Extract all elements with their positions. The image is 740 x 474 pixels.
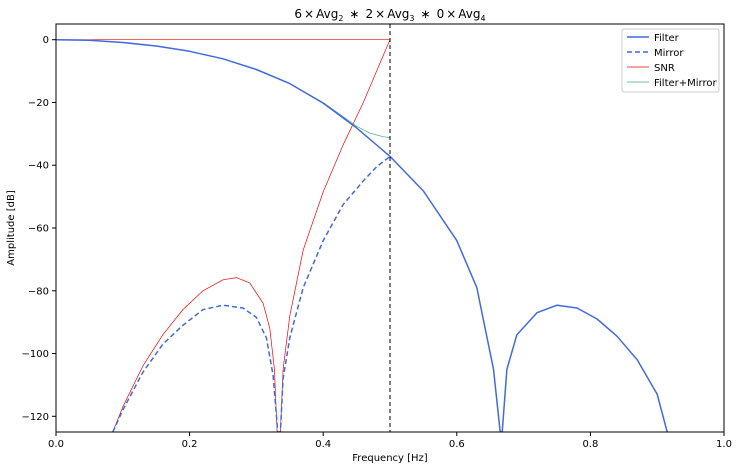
x-tick-label: 0.6 — [449, 439, 465, 450]
x-axis-label: Frequency [Hz] — [352, 453, 428, 464]
series-snr-line-2 — [112, 39, 391, 432]
x-tick-label: 0.8 — [582, 439, 598, 450]
y-tick-label: −40 — [28, 161, 49, 172]
x-tick-label: 0.2 — [182, 439, 198, 450]
y-axis-label: Amplitude [dB] — [6, 190, 17, 266]
y-tick-label: −60 — [28, 224, 49, 235]
legend-label-snr: SNR — [654, 63, 675, 74]
y-axis-ticks: 0 −20 −40 −60 −80 −100 −120 — [22, 35, 56, 423]
legend: Filter Mirror SNR Filter+Mirror — [621, 28, 720, 93]
y-tick-label: −120 — [22, 412, 49, 423]
x-axis-ticks: 0.0 0.2 0.4 0.6 0.8 1.0 — [48, 432, 732, 450]
legend-label-mirror: Mirror — [654, 48, 684, 59]
legend-label-filter-mirror: Filter+Mirror — [654, 78, 717, 89]
x-tick-label: 0.4 — [315, 439, 331, 450]
series-mirror-line — [112, 155, 391, 432]
series-filter-mirror-line — [56, 39, 391, 138]
legend-box — [621, 28, 720, 93]
series-filter-line — [56, 38, 668, 432]
y-tick-label: −20 — [28, 98, 49, 109]
legend-label-filter: Filter — [654, 33, 680, 44]
series-layer — [56, 38, 668, 432]
x-tick-label: 1.0 — [716, 439, 732, 450]
y-tick-label: −80 — [28, 286, 49, 297]
chart-title: 6 × Avg2 ∗ 2 × Avg3 ∗ 0 × Avg4 — [294, 7, 485, 23]
y-tick-label: 0 — [43, 35, 49, 46]
x-tick-label: 0.0 — [48, 439, 64, 450]
y-tick-label: −100 — [22, 349, 49, 360]
